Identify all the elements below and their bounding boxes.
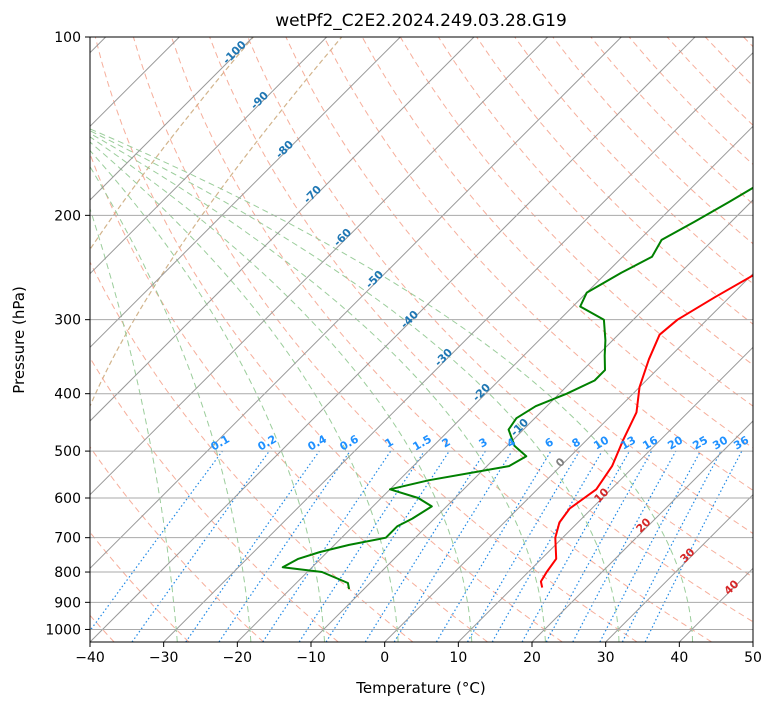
isotherm — [236, 125, 753, 642]
y-tick-label: 600 — [54, 491, 81, 507]
mixing-ratio-line — [393, 450, 513, 642]
moist-adiabat — [90, 132, 546, 642]
isotherm — [163, 51, 753, 642]
x-tick-label: −30 — [149, 650, 179, 666]
mixing-ratio-line — [90, 450, 223, 632]
y-tick-label: 400 — [54, 387, 81, 403]
dry-adiabat — [90, 446, 264, 642]
isotherm — [90, 37, 328, 275]
x-tick-label: 20 — [523, 650, 541, 666]
y-tick-label: 200 — [54, 208, 81, 224]
dry-adiabat — [209, 37, 753, 623]
isotherm — [310, 199, 753, 642]
x-tick-label: 40 — [670, 650, 688, 666]
x-tick-label: 50 — [744, 650, 762, 666]
y-tick-label: 700 — [54, 531, 81, 547]
mixing-ratio-line — [131, 450, 270, 642]
chart-title: wetPf2_C2E2.2024.249.03.28.G19 — [275, 11, 567, 31]
dry-adiabat — [285, 37, 753, 535]
plot-frame — [89, 36, 754, 643]
dry-adiabat — [323, 37, 753, 491]
y-tick-label: 900 — [54, 595, 81, 611]
isotherm — [90, 37, 254, 201]
isotherm — [605, 493, 753, 642]
tan-curve — [90, 37, 343, 408]
dry-adiabat — [90, 260, 414, 642]
mixing-ratio-line — [185, 450, 320, 642]
x-tick-label: −10 — [296, 650, 326, 666]
mixing-ratio-line — [325, 450, 450, 642]
x-tick-label: −20 — [223, 650, 253, 666]
isotherm — [90, 37, 475, 422]
isotherm — [384, 272, 753, 642]
isotherm — [90, 37, 401, 349]
mixing-ratio-line — [262, 450, 392, 642]
moist-adiabat — [90, 141, 399, 642]
x-tick-label: 0 — [380, 650, 389, 666]
y-tick-label: 300 — [54, 313, 81, 329]
x-axis: −40 −30 −20 −10 0 10 20 30 40 50 — [75, 642, 762, 666]
isotherm — [90, 37, 549, 496]
dry-adiabat — [132, 37, 638, 642]
mixing-ratio-line — [572, 450, 677, 642]
mixing-ratio-line — [298, 450, 425, 642]
moist-adiabat — [90, 128, 694, 642]
x-tick-label: 10 — [449, 650, 467, 666]
x-tick-label: 30 — [597, 650, 615, 666]
dry-adiabat — [94, 37, 563, 642]
isotherm — [531, 420, 753, 642]
moist-adiabat — [90, 207, 178, 642]
background-lines — [90, 37, 753, 642]
isotherm — [90, 37, 696, 642]
sounding-lines — [281, 186, 753, 590]
moist-adiabat — [90, 149, 325, 642]
dewpoint-line — [281, 186, 753, 590]
moist-adiabat — [90, 165, 252, 642]
plot-area: -100-90-80-70-60-50-40-30-20-100.1 0.2 0.4… — [90, 37, 753, 642]
moist-adiabat — [90, 130, 620, 642]
y-axis-label: Pressure (hPa) — [10, 286, 28, 394]
dry-adiabat — [90, 356, 339, 642]
y-tick-label: 500 — [54, 444, 81, 460]
dry-adiabat — [247, 37, 753, 578]
grid-lines — [90, 37, 753, 642]
mixing-ratio-line — [218, 450, 351, 642]
isotherm — [90, 37, 622, 570]
temperature-line — [539, 274, 753, 588]
y-tick-label: 800 — [54, 565, 81, 581]
y-axis: 100 200 300 400 500 600 700 800 900 1000 — [45, 30, 90, 638]
isotherm — [457, 346, 753, 642]
mixing-ratio-line — [521, 450, 631, 642]
x-tick-label: −40 — [75, 650, 105, 666]
y-tick-label: 100 — [54, 30, 81, 46]
dry-adiabat — [514, 37, 753, 285]
y-tick-label: 1000 — [45, 622, 81, 638]
dry-adiabat — [171, 37, 712, 642]
x-axis-label: Temperature (°C) — [355, 679, 485, 697]
mixing-ratio-line — [545, 450, 653, 642]
moist-adiabat — [90, 136, 473, 642]
dry-adiabat — [476, 37, 753, 325]
mixing-ratio-line — [644, 450, 743, 642]
